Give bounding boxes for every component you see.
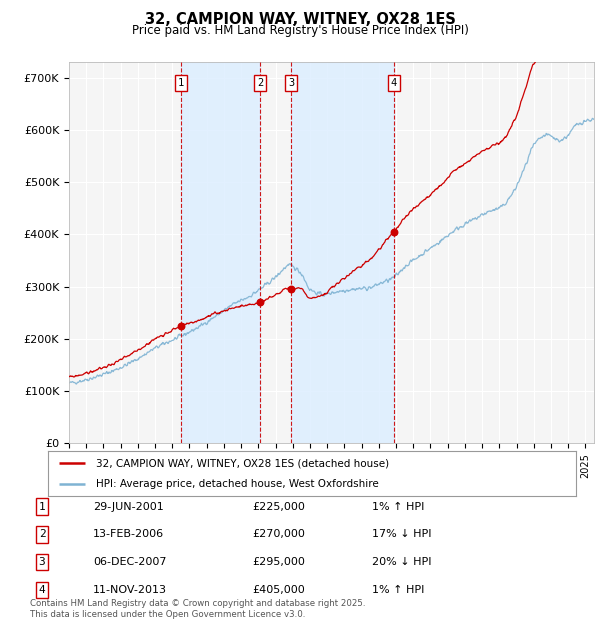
Text: Contains HM Land Registry data © Crown copyright and database right 2025.
This d: Contains HM Land Registry data © Crown c… (30, 600, 365, 619)
Text: 1% ↑ HPI: 1% ↑ HPI (372, 502, 424, 512)
Text: 1% ↑ HPI: 1% ↑ HPI (372, 585, 424, 595)
Text: 3: 3 (38, 557, 46, 567)
Point (389, 227, 398, 237)
Text: 20% ↓ HPI: 20% ↓ HPI (372, 557, 431, 567)
Point (256, 298, 265, 308)
Bar (181, 62, 260, 443)
Text: Price paid vs. HM Land Registry's House Price Index (HPI): Price paid vs. HM Land Registry's House … (131, 24, 469, 37)
Text: £270,000: £270,000 (252, 529, 305, 539)
Text: 1: 1 (178, 78, 184, 88)
Text: £225,000: £225,000 (252, 502, 305, 512)
Text: £295,000: £295,000 (252, 557, 305, 567)
Point (287, 284, 296, 294)
Text: 4: 4 (38, 585, 46, 595)
Text: 17% ↓ HPI: 17% ↓ HPI (372, 529, 431, 539)
Text: 32, CAMPION WAY, WITNEY, OX28 1ES (detached house): 32, CAMPION WAY, WITNEY, OX28 1ES (detac… (95, 458, 389, 469)
Bar (292, 62, 394, 443)
Text: 11-NOV-2013: 11-NOV-2013 (93, 585, 167, 595)
Text: 06-DEC-2007: 06-DEC-2007 (93, 557, 167, 567)
Text: 3: 3 (288, 78, 295, 88)
Text: HPI: Average price, detached house, West Oxfordshire: HPI: Average price, detached house, West… (95, 479, 378, 489)
Text: 4: 4 (391, 78, 397, 88)
Text: 1: 1 (38, 502, 46, 512)
Text: 2: 2 (257, 78, 263, 88)
Text: 2: 2 (38, 529, 46, 539)
Text: 29-JUN-2001: 29-JUN-2001 (93, 502, 164, 512)
Text: £405,000: £405,000 (252, 585, 305, 595)
Text: 13-FEB-2006: 13-FEB-2006 (93, 529, 164, 539)
Point (176, 321, 185, 330)
Text: 32, CAMPION WAY, WITNEY, OX28 1ES: 32, CAMPION WAY, WITNEY, OX28 1ES (145, 12, 455, 27)
